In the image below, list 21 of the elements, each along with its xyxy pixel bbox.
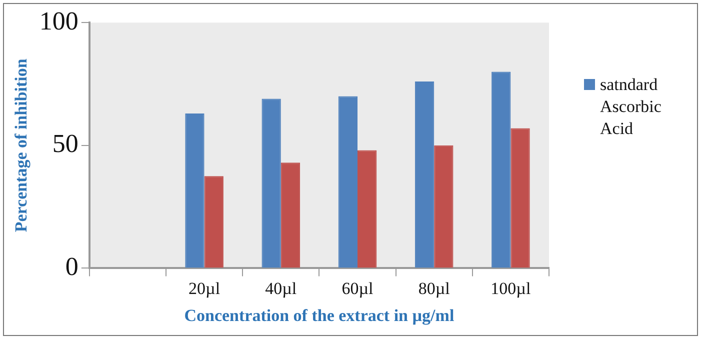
bar: [262, 98, 281, 268]
x-tick-label: 80µl: [418, 278, 450, 298]
x-tick-label: 20µl: [188, 278, 220, 298]
bar: [185, 113, 204, 268]
bar: [414, 82, 434, 268]
x-tick-label: 60µl: [342, 278, 374, 298]
legend-label: satndard Ascorbic Acid: [600, 74, 662, 140]
y-tick-label: 100: [39, 6, 78, 36]
bar: [510, 128, 530, 268]
y-axis-title: Percentage of inhibition: [12, 58, 31, 232]
x-tick-label: 100µl: [490, 278, 531, 298]
x-tick-label: 40µl: [265, 278, 297, 298]
bar: [338, 96, 358, 268]
x-axis-title: Concentration of the extract in µg/ml: [184, 306, 454, 326]
bar: [280, 162, 300, 268]
bar: [358, 150, 377, 268]
y-tick-label: 50: [52, 129, 78, 158]
y-tick-label: 0: [65, 252, 78, 282]
bar: [492, 72, 511, 268]
bar: [204, 176, 224, 268]
bar: [434, 145, 454, 268]
